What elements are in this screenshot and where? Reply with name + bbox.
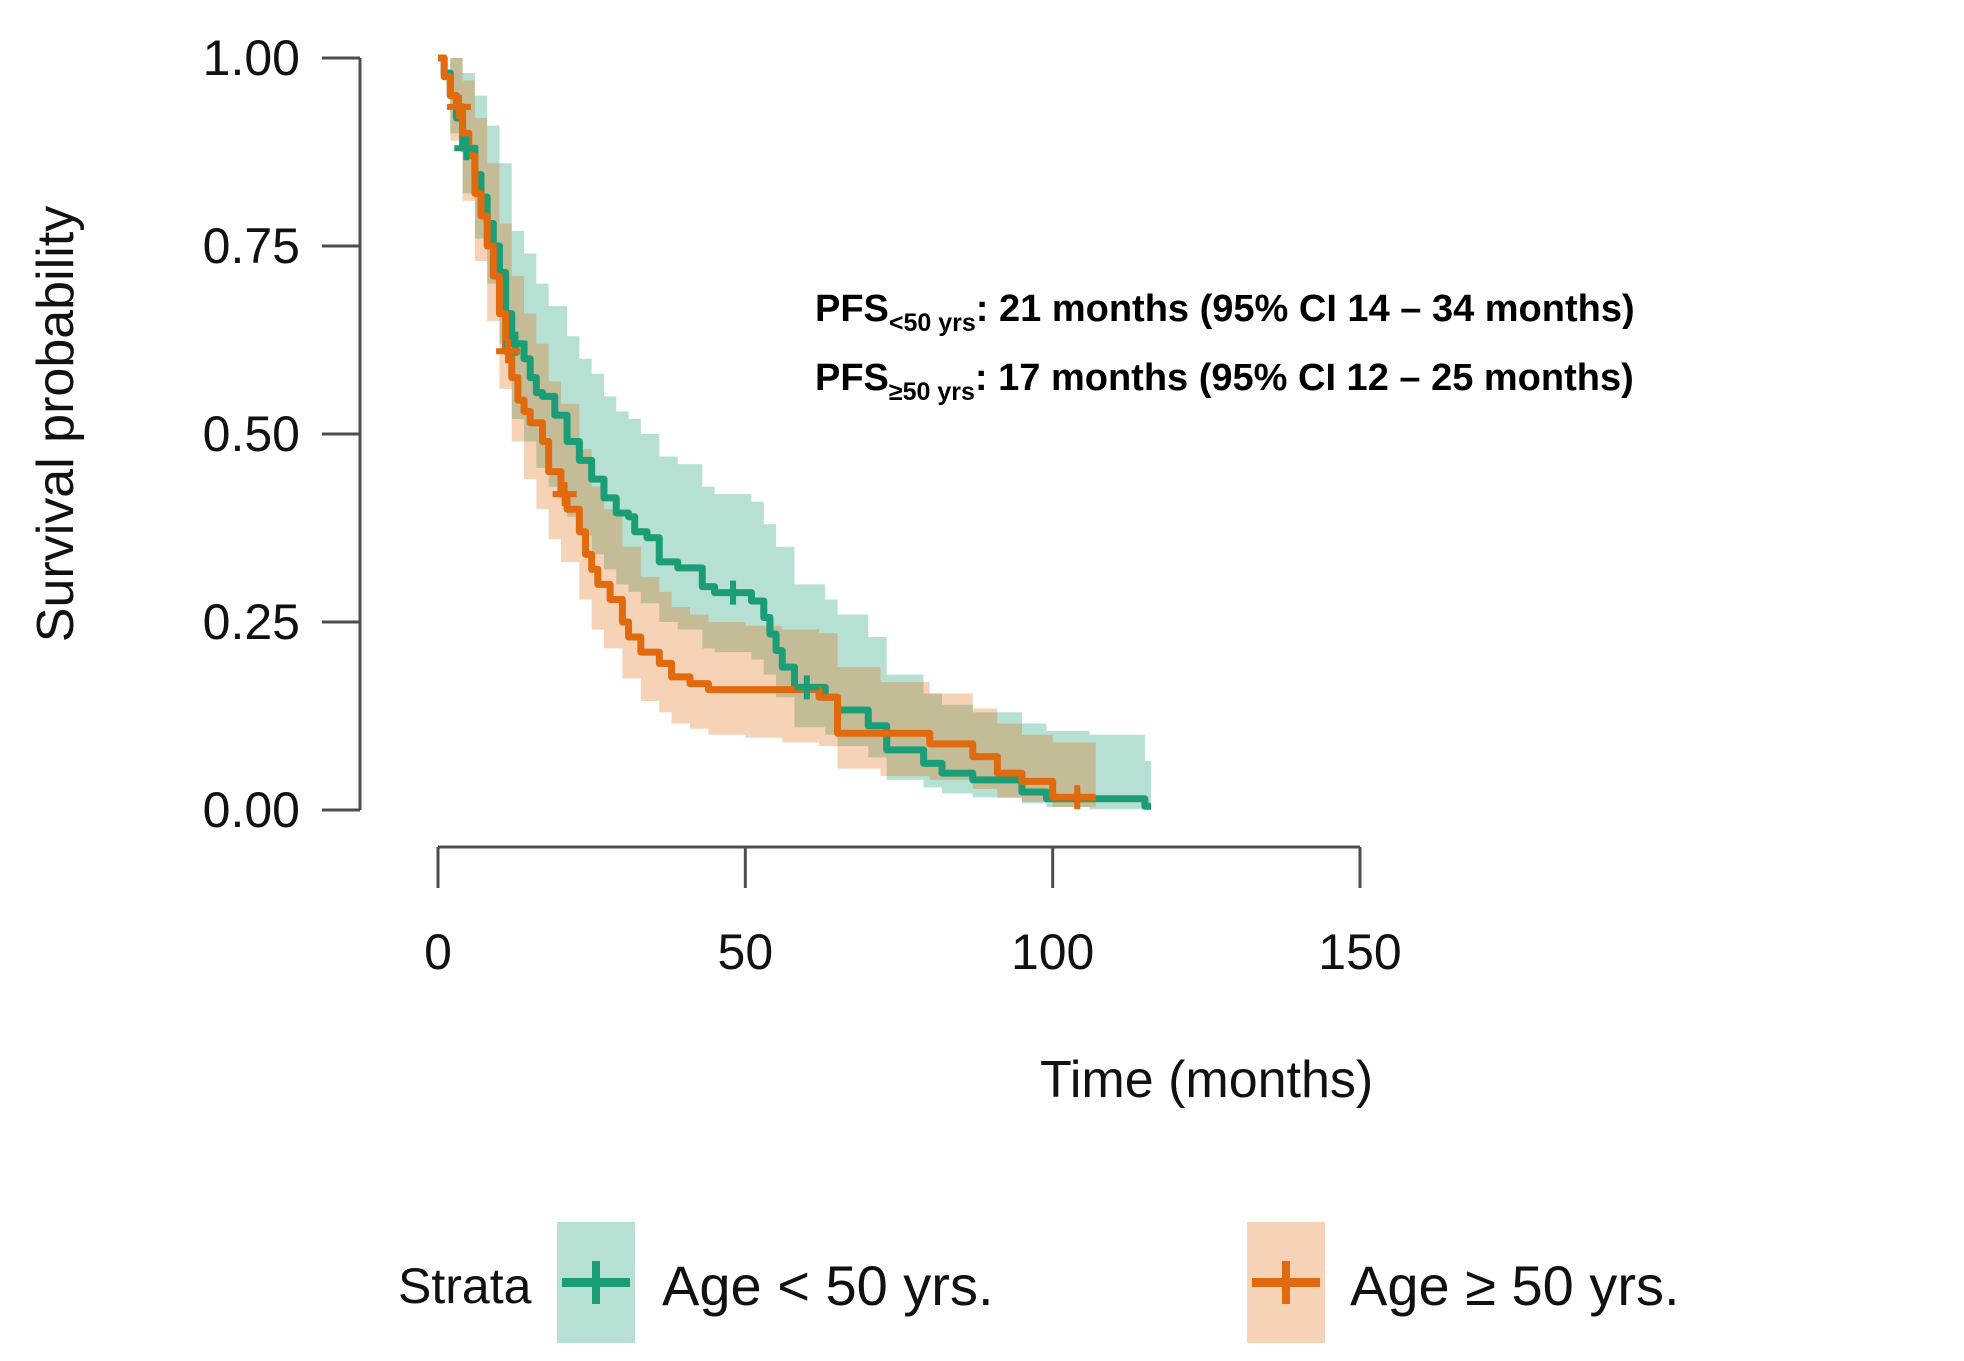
annotation-2-text: : 17 months (95% CI 12 – 25 months): [974, 357, 1634, 399]
x-tick-label: 150: [1318, 924, 1402, 980]
y-tick-label: 0.75: [202, 218, 300, 274]
annotation-1-text: : 21 months (95% CI 14 – 34 months): [975, 288, 1635, 330]
x-tick-label: 50: [717, 924, 774, 980]
legend-key-age-lt-50: [557, 1222, 635, 1343]
legend-title: Strata: [398, 1258, 532, 1314]
ci-band-age-ge-50: [438, 58, 1096, 810]
censor-mark-age-ge-50: [446, 94, 471, 119]
y-tick-label: 1.00: [202, 30, 300, 86]
y-tick-label: 0.25: [202, 594, 300, 650]
legend-label-age-lt-50: Age < 50 yrs.: [662, 1254, 994, 1317]
survival-curves: [438, 54, 1152, 810]
ci-band-age-lt-50: [438, 58, 1152, 810]
km-curve-age-ge-50: [438, 54, 1096, 801]
censor-mark-age-lt-50: [454, 136, 479, 161]
censor-mark-age-ge-50: [496, 339, 521, 364]
censor-mark-age-lt-50: [721, 580, 746, 605]
censor-mark-age-ge-50: [552, 482, 577, 507]
censor-mark-age-ge-50: [1065, 785, 1090, 810]
censor-mark-age-lt-50: [794, 675, 819, 700]
annotation-1-prefix: PFS: [815, 288, 889, 330]
y-axis-title: Survival probability: [27, 205, 86, 643]
annotation-line-1: PFS<50 yrs: 21 months (95% CI 14 – 34 mo…: [815, 282, 1635, 351]
annotation-1-subscript: <50 yrs: [888, 309, 976, 337]
y-tick-label: 0.50: [202, 406, 300, 462]
km-curve-age-lt-50: [438, 54, 1152, 810]
censor-marks: [446, 94, 1090, 810]
legend: Strata Age < 50 yrs. Age ≥ 50 yrs.: [0, 1210, 1964, 1360]
pfs-annotation: PFS<50 yrs: 21 months (95% CI 14 – 34 mo…: [815, 282, 1635, 420]
y-axis-title-wrap: Survival probability: [20, 134, 92, 714]
x-tick-label: 100: [1010, 924, 1095, 980]
annotation-2-subscript: ≥50 yrs: [888, 378, 975, 406]
legend-key-swatch-green: [557, 1222, 635, 1343]
legend-key-swatch-orange: [1247, 1222, 1325, 1343]
x-tick-label: 0: [424, 924, 452, 980]
confidence-bands: [438, 58, 1152, 810]
annotation-line-2: PFS≥50 yrs: 17 months (95% CI 12 – 25 mo…: [815, 351, 1635, 420]
annotation-2-prefix: PFS: [815, 357, 889, 399]
legend-key-age-ge-50: [1247, 1222, 1325, 1343]
legend-label-age-ge-50: Age ≥ 50 yrs.: [1350, 1254, 1680, 1317]
y-tick-label: 0.00: [202, 782, 300, 838]
x-axis-title: Time (months): [1040, 1051, 1374, 1109]
axes: [322, 56, 1362, 888]
